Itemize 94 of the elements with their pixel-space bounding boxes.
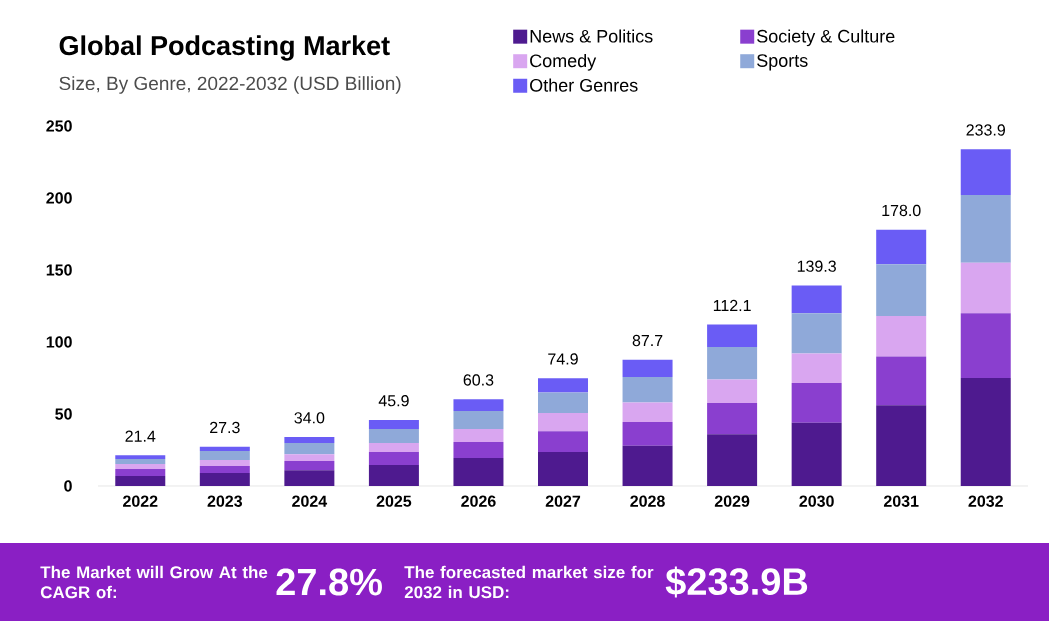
legend-label: News & Politics xyxy=(530,29,653,43)
bar xyxy=(876,356,927,406)
bar xyxy=(538,431,589,453)
bar xyxy=(707,403,758,435)
x-tick-label: 2023 xyxy=(207,495,243,507)
x-tick-label: 2030 xyxy=(799,495,834,507)
legend-label: Comedy xyxy=(530,53,597,71)
bar xyxy=(707,434,758,486)
bar xyxy=(876,405,927,486)
y-tick-label: 0 xyxy=(64,480,72,492)
bar xyxy=(115,476,166,486)
total-label: 178.0 xyxy=(882,204,921,217)
bar xyxy=(199,465,250,474)
x-tick-label: 2022 xyxy=(123,495,158,507)
total-label: 34.0 xyxy=(294,412,325,424)
bar xyxy=(960,378,1011,486)
x-tick-label: 2024 xyxy=(292,495,328,507)
legend-label: Sports xyxy=(757,54,808,71)
bar xyxy=(876,229,927,265)
bar xyxy=(115,455,166,460)
bar xyxy=(453,411,504,429)
bar xyxy=(707,379,758,404)
bar xyxy=(622,376,673,403)
bar xyxy=(284,437,335,443)
bar xyxy=(453,428,504,442)
text: $233.9B xyxy=(665,566,808,598)
x-tick-label: 2025 xyxy=(376,495,412,507)
bar xyxy=(791,285,842,314)
bar xyxy=(199,473,250,486)
y-tick-label: 250 xyxy=(46,120,72,132)
x-tick-label: 2027 xyxy=(545,495,581,507)
bar xyxy=(791,383,842,423)
y-tick-label: 100 xyxy=(46,336,72,348)
bar xyxy=(199,460,250,466)
legend-label: Society & Culture xyxy=(757,29,895,47)
total-label: 87.7 xyxy=(632,334,663,347)
bar xyxy=(453,458,504,486)
bar xyxy=(115,459,166,464)
bar xyxy=(368,428,419,443)
bar xyxy=(115,463,166,470)
total-label: 139.3 xyxy=(797,260,836,272)
bar xyxy=(284,454,335,461)
bar xyxy=(707,347,758,380)
bar xyxy=(368,452,419,465)
bar xyxy=(199,451,250,461)
x-tick-label: 2031 xyxy=(883,495,919,507)
chart-subtitle: Size, By Genre, 2022-2032 (USD Billion) xyxy=(59,76,401,94)
text: 27.8% xyxy=(276,568,382,596)
total-label: 233.9 xyxy=(966,124,1005,136)
bar xyxy=(622,402,673,422)
total-label: 112.1 xyxy=(713,299,751,312)
x-tick-label: 2032 xyxy=(968,495,1003,507)
bar xyxy=(284,460,335,471)
bar xyxy=(284,442,335,455)
bar xyxy=(368,419,419,429)
bar xyxy=(876,316,927,357)
bar xyxy=(876,264,927,317)
legend-label: Other Genres xyxy=(530,78,638,92)
bar xyxy=(622,359,673,377)
total-label: 45.9 xyxy=(378,395,409,407)
total-label: 21.4 xyxy=(125,430,156,442)
total-label: 74.9 xyxy=(548,353,578,365)
bar xyxy=(538,412,589,432)
bar xyxy=(453,441,504,459)
x-tick-label: 2029 xyxy=(714,495,750,507)
bar xyxy=(622,421,673,446)
y-tick-label: 150 xyxy=(46,264,72,276)
bar xyxy=(622,445,673,486)
y-tick-label: 200 xyxy=(46,192,72,204)
x-tick-label: 2026 xyxy=(461,495,496,507)
bar xyxy=(791,422,842,486)
text: The Market will Grow At the CAGR of: xyxy=(40,565,268,599)
bar xyxy=(199,446,250,452)
bar xyxy=(791,353,842,384)
chart-title: Global Podcasting Market xyxy=(59,35,390,61)
bar xyxy=(453,399,504,412)
bar xyxy=(960,149,1011,196)
bar xyxy=(960,195,1011,263)
bar xyxy=(368,464,419,486)
bar xyxy=(707,324,758,348)
bar xyxy=(538,452,589,486)
bar xyxy=(115,469,166,477)
bar xyxy=(284,470,335,486)
bar xyxy=(960,313,1011,378)
bar xyxy=(960,262,1011,314)
bar xyxy=(791,313,842,354)
total-label: 27.3 xyxy=(210,421,240,434)
bar xyxy=(538,392,589,413)
total-label: 60.3 xyxy=(463,374,494,386)
text: The forecasted market size for 2032 in USD: xyxy=(404,565,654,599)
bar xyxy=(368,442,419,453)
x-tick-label: 2028 xyxy=(630,495,665,507)
bar xyxy=(538,378,589,393)
y-tick-label: 50 xyxy=(55,408,72,420)
